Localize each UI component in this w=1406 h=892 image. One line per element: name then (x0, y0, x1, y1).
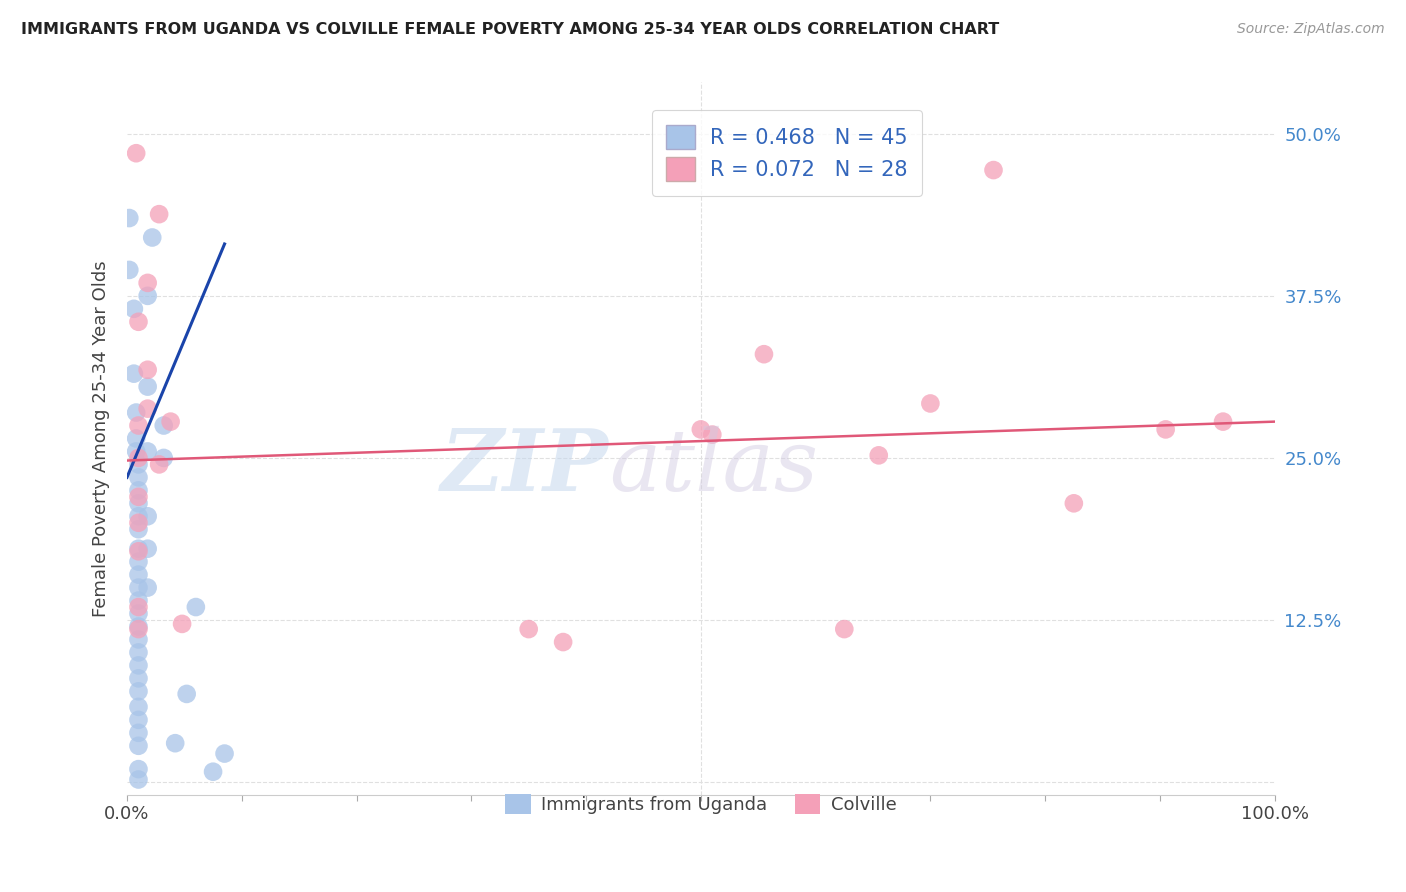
Point (127, 658, 149, 673)
Point (127, 632, 149, 647)
Point (125, 405, 148, 419)
Text: Source: ZipAtlas.com: Source: ZipAtlas.com (1237, 22, 1385, 37)
Point (122, 367, 145, 381)
Point (127, 671, 149, 685)
Point (118, 211, 141, 225)
Point (136, 379, 159, 393)
Point (202, 764, 225, 779)
Point (702, 427, 724, 442)
Point (136, 581, 159, 595)
Point (127, 483, 149, 498)
Point (136, 541, 159, 556)
Point (127, 567, 149, 582)
Point (136, 401, 159, 416)
Point (127, 762, 149, 776)
Point (136, 289, 159, 303)
Y-axis label: Female Poverty Among 25-34 Year Olds: Female Poverty Among 25-34 Year Olds (93, 260, 110, 616)
Point (127, 544, 149, 558)
Point (136, 363, 159, 377)
Point (127, 600, 149, 615)
Point (127, 607, 149, 621)
Point (165, 736, 187, 750)
Point (983, 163, 1005, 178)
Text: IMMIGRANTS FROM UGANDA VS COLVILLE FEMALE POVERTY AMONG 25-34 YEAR OLDS CORRELAT: IMMIGRANTS FROM UGANDA VS COLVILLE FEMAL… (21, 22, 1000, 37)
Point (127, 541, 149, 556)
Point (127, 619, 149, 633)
Point (689, 422, 711, 436)
Point (127, 593, 149, 607)
Point (148, 207, 170, 221)
Point (868, 448, 890, 462)
Point (141, 230, 163, 244)
Point (122, 301, 145, 316)
Point (125, 146, 148, 161)
Point (517, 622, 540, 636)
Point (127, 509, 149, 524)
Point (834, 622, 856, 636)
Point (127, 496, 149, 510)
Point (1154, 422, 1177, 436)
Point (184, 600, 207, 615)
Point (553, 635, 575, 649)
Point (752, 347, 775, 361)
Text: ZIP: ZIP (441, 425, 609, 508)
Point (127, 418, 149, 433)
Point (127, 645, 149, 659)
Point (125, 432, 148, 446)
Point (920, 396, 942, 410)
Point (152, 418, 174, 433)
Point (172, 616, 194, 631)
Point (118, 263, 141, 277)
Point (214, 747, 236, 761)
Point (127, 622, 149, 636)
Point (1212, 415, 1234, 429)
Point (152, 450, 174, 465)
Point (127, 516, 149, 530)
Point (127, 458, 149, 472)
Point (159, 415, 181, 429)
Point (127, 470, 149, 484)
Point (125, 444, 148, 458)
Point (127, 450, 149, 465)
Point (1063, 496, 1085, 510)
Point (127, 713, 149, 727)
Point (127, 555, 149, 569)
Point (127, 490, 149, 504)
Point (136, 509, 159, 524)
Legend: Immigrants from Uganda, Colville: Immigrants from Uganda, Colville (498, 787, 904, 822)
Point (127, 726, 149, 740)
Point (127, 772, 149, 787)
Point (127, 522, 149, 536)
Point (127, 739, 149, 753)
Point (136, 444, 159, 458)
Text: atlas: atlas (609, 425, 818, 508)
Point (136, 276, 159, 290)
Point (127, 315, 149, 329)
Point (148, 458, 170, 472)
Point (127, 684, 149, 698)
Point (127, 699, 149, 714)
Point (127, 581, 149, 595)
Point (176, 687, 198, 701)
